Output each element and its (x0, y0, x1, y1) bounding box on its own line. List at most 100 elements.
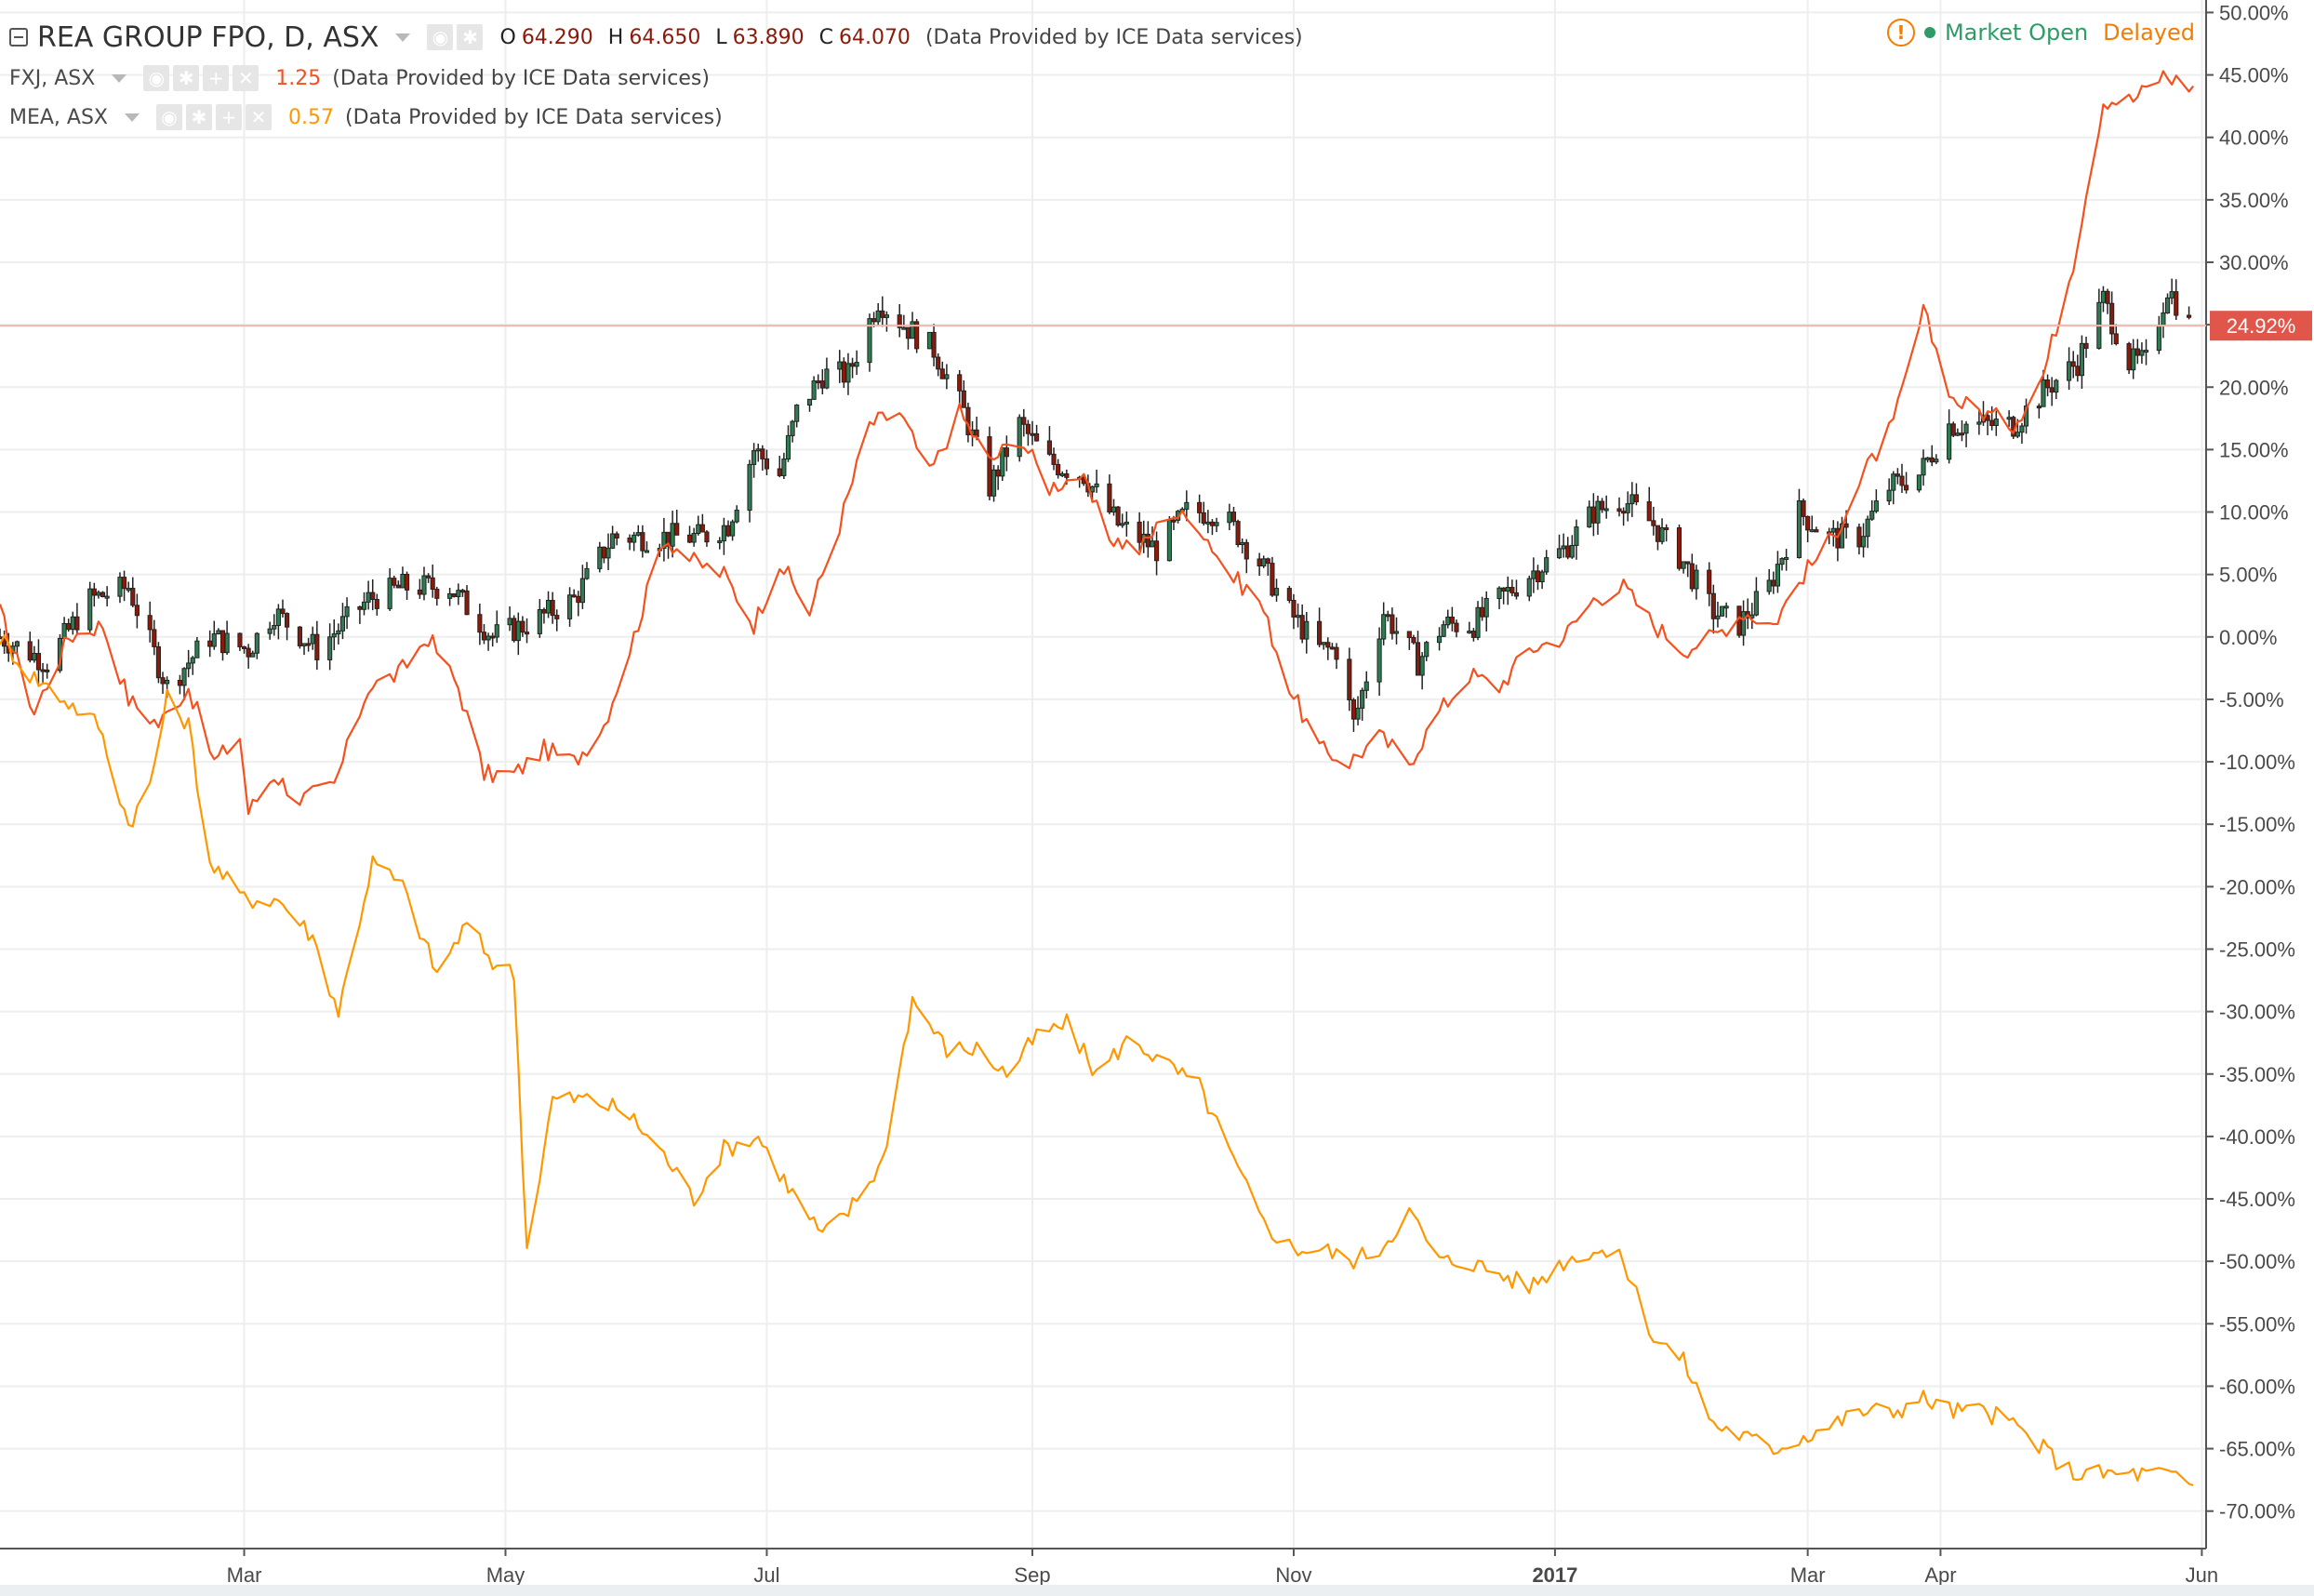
fxj-value: 1.25 (275, 66, 322, 90)
main-symbol[interactable]: REA GROUP FPO, D, ASX (37, 20, 379, 54)
candle (134, 593, 140, 629)
candle (2019, 422, 2025, 445)
candle (27, 632, 33, 663)
candle (14, 640, 20, 654)
candle (1569, 535, 1575, 559)
gear-icon[interactable]: ✱ (173, 65, 200, 91)
candle (1715, 601, 1721, 628)
candle (1694, 565, 1699, 600)
candle (764, 449, 770, 475)
candle (2070, 351, 2076, 379)
candle (2164, 293, 2171, 314)
candle (237, 632, 243, 651)
candle (1916, 474, 1922, 493)
market-open-text: Market Open (1944, 20, 2089, 46)
plus-icon[interactable]: + (203, 65, 230, 91)
candle (314, 620, 320, 671)
eye-icon[interactable]: ◉ (143, 65, 170, 91)
close-icon[interactable]: ✕ (246, 104, 273, 130)
candle (1235, 519, 1241, 548)
candle (1051, 447, 1057, 471)
legend-buttons: ◉ ✱ + ✕ (156, 104, 273, 130)
candle (1775, 551, 1780, 593)
candle (1753, 577, 1759, 617)
candle (1025, 419, 1031, 446)
candle (614, 531, 619, 546)
candle (2187, 306, 2192, 320)
series-line-mea[interactable] (0, 634, 2194, 1487)
chevron-down-icon[interactable] (112, 73, 127, 83)
candle (1556, 534, 1563, 560)
candle (1265, 557, 1270, 576)
candle (1137, 512, 1142, 552)
close-icon[interactable]: ✕ (233, 65, 259, 91)
ohlc-values: O 64.290 H 64.650 L 63.890 C 64.070 (Dat… (499, 26, 1302, 49)
candle (1166, 515, 1172, 562)
candle (250, 650, 256, 658)
warning-icon[interactable]: ! (1886, 19, 1915, 47)
candle (339, 603, 346, 640)
candle (306, 637, 312, 652)
y-tick-label: -50.00% (2219, 1250, 2295, 1273)
candle (1291, 593, 1297, 630)
gear-icon[interactable]: ✱ (186, 104, 213, 130)
candle (1017, 414, 1022, 462)
candle (1869, 499, 1875, 521)
candle (1197, 494, 1203, 524)
candle (1107, 474, 1112, 514)
y-tick-label: -60.00% (2219, 1375, 2295, 1398)
collapse-icon[interactable] (9, 28, 28, 47)
candle (1814, 526, 1819, 533)
chevron-down-icon[interactable] (125, 113, 140, 122)
delayed-text: Delayed (2103, 20, 2195, 46)
series-line-fxj[interactable] (0, 70, 2195, 816)
candle (1436, 627, 1443, 651)
candle (1993, 410, 1999, 436)
legend-buttons: ◉ ✱ + ✕ (143, 65, 259, 91)
candle (785, 425, 791, 462)
candle (1363, 671, 1369, 698)
candle (147, 601, 153, 643)
candle (344, 597, 350, 630)
candle (1526, 575, 1532, 602)
candle (2174, 279, 2179, 321)
y-tick-label: 30.00% (2219, 251, 2289, 274)
plus-icon[interactable]: + (216, 104, 243, 130)
candle (186, 649, 192, 678)
candle (464, 585, 470, 616)
candle (1779, 557, 1785, 571)
candle (632, 531, 637, 552)
candle (957, 369, 963, 405)
candle (1676, 524, 1682, 571)
candle (477, 604, 483, 645)
candle (1449, 606, 1455, 632)
candle (1286, 585, 1292, 604)
candle (254, 632, 259, 659)
candle (1214, 517, 1219, 533)
candle (1230, 506, 1237, 526)
low-label: L (715, 25, 727, 49)
candle (1441, 620, 1446, 638)
current-price-badge (2210, 311, 2312, 341)
candle (1895, 468, 1900, 485)
candle (2113, 324, 2119, 346)
chevron-down-icon[interactable] (395, 33, 411, 42)
x-tick-label: Nov (1275, 1563, 1311, 1587)
eye-icon[interactable]: ◉ (156, 104, 183, 130)
legend-mea-row: MEA, ASX ◉ ✱ + ✕ 0.57 (Data Provided by … (9, 99, 723, 136)
candle (456, 583, 461, 605)
candle (939, 361, 945, 379)
eye-icon[interactable]: ◉ (427, 24, 454, 50)
candle (152, 619, 157, 656)
y-tick-label: 10.00% (2219, 501, 2289, 525)
y-tick-label: -35.00% (2219, 1063, 2295, 1086)
fxj-symbol[interactable]: FXJ, ASX (9, 66, 96, 90)
mea-symbol[interactable]: MEA, ASX (9, 105, 109, 129)
y-tick-label: 0.00% (2219, 626, 2277, 649)
close-label: C (818, 25, 833, 49)
candle (1184, 490, 1190, 522)
legend-main-row: REA GROUP FPO, D, ASX ◉ ✱ O 64.290 H 64.… (9, 19, 1303, 56)
gear-icon[interactable]: ✱ (457, 24, 484, 50)
y-tick-label: 45.00% (2219, 64, 2289, 87)
